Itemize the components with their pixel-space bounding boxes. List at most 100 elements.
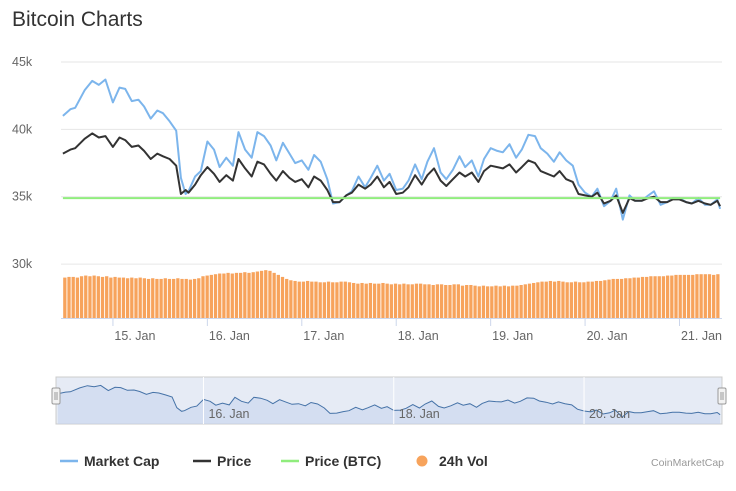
volume-bar[interactable] <box>661 276 666 318</box>
volume-bar[interactable] <box>532 282 536 318</box>
volume-bar[interactable] <box>105 276 109 318</box>
volume-bar[interactable] <box>561 281 565 318</box>
volume-bar[interactable] <box>335 282 339 318</box>
volume-bar[interactable] <box>188 279 193 318</box>
volume-bar[interactable] <box>293 280 297 318</box>
volume-bar[interactable] <box>707 274 712 318</box>
volume-bar[interactable] <box>431 284 435 318</box>
volume-bar[interactable] <box>318 282 322 318</box>
volume-bar[interactable] <box>670 275 674 318</box>
volume-bar[interactable] <box>213 274 218 318</box>
volume-bar[interactable] <box>544 281 548 318</box>
legend[interactable]: Market Cap Price Price (BTC) 24h Vol <box>60 453 488 469</box>
volume-bar[interactable] <box>364 283 368 318</box>
volume-bar[interactable] <box>134 278 138 318</box>
volume-bar[interactable] <box>703 274 707 318</box>
volume-bar[interactable] <box>343 281 347 318</box>
volume-bar[interactable] <box>310 281 314 318</box>
volume-bar[interactable] <box>322 282 327 318</box>
volume-bar[interactable] <box>527 283 532 318</box>
volume-bar[interactable] <box>109 277 113 318</box>
navigator-left-handle[interactable] <box>51 387 61 405</box>
volume-bar[interactable] <box>381 282 385 318</box>
volume-bar[interactable] <box>63 277 67 318</box>
volume-bar[interactable] <box>645 276 649 318</box>
volume-bar[interactable] <box>607 279 611 318</box>
volume-bar[interactable] <box>590 281 594 318</box>
volume-bar[interactable] <box>481 285 486 318</box>
volume-bar[interactable] <box>448 284 452 318</box>
volume-bar[interactable] <box>502 285 507 318</box>
volume-bar[interactable] <box>272 272 276 318</box>
volume-bar[interactable] <box>419 283 423 318</box>
volume-bar[interactable] <box>209 274 213 318</box>
volume-bar[interactable] <box>172 278 176 318</box>
volume-bar[interactable] <box>184 278 188 318</box>
volume-bar[interactable] <box>569 282 573 318</box>
volume-bar[interactable] <box>548 280 553 318</box>
volume-bar[interactable] <box>88 276 92 318</box>
volume-bar[interactable] <box>226 272 230 318</box>
volume-bar[interactable] <box>619 278 624 318</box>
volume-bar[interactable] <box>352 282 356 318</box>
volume-bar[interactable] <box>130 277 134 318</box>
volume-bar[interactable] <box>331 282 335 318</box>
volume-bar[interactable] <box>393 283 398 318</box>
legend-item-price-btc[interactable]: Price (BTC) <box>281 453 381 469</box>
volume-bar[interactable] <box>301 281 306 318</box>
legend-item-price[interactable]: Price <box>193 453 251 469</box>
volume-bar[interactable] <box>251 272 255 318</box>
volume-bar[interactable] <box>218 273 222 318</box>
volume-bar[interactable] <box>155 278 159 318</box>
volume-bar[interactable] <box>146 278 151 318</box>
volume-bar[interactable] <box>665 275 670 318</box>
volume-bar[interactable] <box>197 278 201 318</box>
volume-bar[interactable] <box>699 274 703 318</box>
volume-bar[interactable] <box>167 278 172 318</box>
navigator[interactable]: 16. Jan 18. Jan 20. Jan <box>51 376 727 425</box>
volume-bar[interactable] <box>205 275 209 318</box>
series-lines[interactable] <box>62 78 722 221</box>
volume-bar[interactable] <box>192 278 197 318</box>
navigator-right-handle[interactable] <box>717 387 727 405</box>
volume-bar[interactable] <box>586 281 590 318</box>
volume-bar[interactable] <box>280 276 285 318</box>
volume-bar[interactable] <box>640 276 645 318</box>
volume-bar[interactable] <box>523 284 527 318</box>
volume-bar[interactable] <box>75 277 80 318</box>
volume-bar[interactable] <box>285 278 289 318</box>
volume-bar[interactable] <box>557 280 561 318</box>
volume-bar[interactable] <box>578 282 582 318</box>
volume-bar[interactable] <box>506 286 511 318</box>
volume-bar[interactable] <box>410 284 414 318</box>
volume-bar[interactable] <box>603 280 607 318</box>
volume-bar[interactable] <box>494 285 498 318</box>
volume-bar[interactable] <box>653 276 657 318</box>
volume-bar[interactable] <box>297 281 301 318</box>
volume-bar[interactable] <box>151 278 155 318</box>
volume-bar[interactable] <box>406 284 410 318</box>
volume-bar[interactable] <box>372 283 377 318</box>
volume-bar[interactable] <box>377 283 381 318</box>
volume-bar[interactable] <box>247 272 251 318</box>
volume-bar[interactable] <box>71 276 75 318</box>
volume-bar[interactable] <box>113 276 117 318</box>
volume-bar[interactable] <box>691 274 695 318</box>
volume-bar[interactable] <box>389 284 393 318</box>
volume-bar[interactable] <box>398 284 402 318</box>
volume-bar[interactable] <box>490 286 494 318</box>
volume-bar[interactable] <box>678 274 682 318</box>
market-cap-line[interactable] <box>62 78 722 221</box>
volume-bar[interactable] <box>657 276 661 318</box>
volume-bar[interactable] <box>565 282 569 318</box>
volume-bar[interactable] <box>96 276 100 318</box>
volume-bar[interactable] <box>305 280 310 318</box>
volume-bar[interactable] <box>326 281 331 318</box>
volume-bar[interactable] <box>515 285 519 318</box>
volume-bar[interactable] <box>268 270 272 318</box>
volume-bar[interactable] <box>469 284 473 318</box>
volume-bars[interactable] <box>63 270 720 318</box>
volume-bar[interactable] <box>511 285 515 318</box>
volume-bar[interactable] <box>716 274 720 318</box>
volume-bar[interactable] <box>686 274 691 318</box>
